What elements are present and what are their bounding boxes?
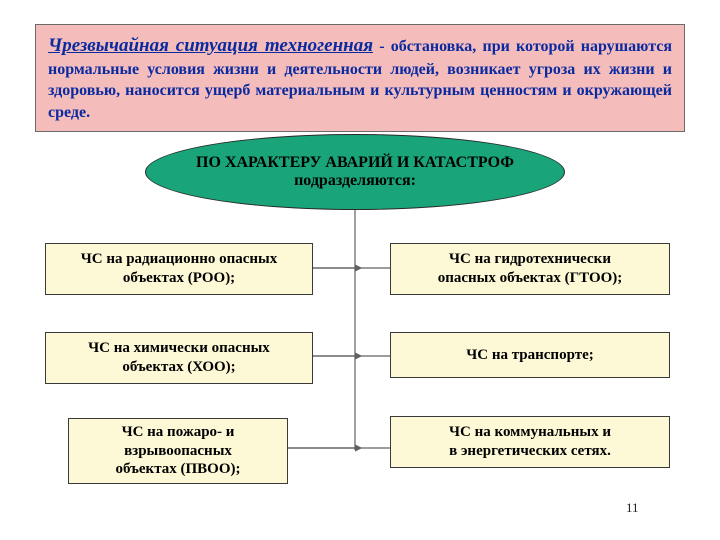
category-box-gtoo: ЧС на гидротехническиопасных объектах (Г… [390,243,670,295]
classification-ellipse: ПО ХАРАКТЕРУ АВАРИЙ И КАТАСТРОФ подразде… [145,134,565,210]
ellipse-line2: подразделяются: [294,172,416,190]
category-line: объектах (ХОО); [122,358,235,377]
category-box-komm: ЧС на коммунальных ив энергетических сет… [390,416,670,468]
category-line: опасных объектах (ГТОО); [438,269,623,288]
category-line: в энергетических сетях. [449,442,611,461]
definition-title: Чрезвычайная ситуация техногенная [48,35,373,56]
category-line: ЧС на пожаро- и [122,423,235,442]
page-number: 11 [626,500,639,516]
category-box-xoo: ЧС на химически опасныхобъектах (ХОО); [45,332,313,384]
category-line: объектах (ПВОО); [116,460,241,479]
category-line: объектах (РОО); [123,269,235,288]
category-line: ЧС на коммунальных и [449,423,611,442]
category-line: ЧС на химически опасных [88,339,270,358]
category-line: взрывоопасных [124,442,232,461]
category-box-trans: ЧС на транспорте; [390,332,670,378]
category-line: ЧС на радиационно опасных [81,250,278,269]
definition-box: Чрезвычайная ситуация техногенная - обст… [35,24,685,132]
category-box-pvoo: ЧС на пожаро- ивзрывоопасныхобъектах (ПВ… [68,418,288,484]
ellipse-line1: ПО ХАРАКТЕРУ АВАРИЙ И КАТАСТРОФ [196,154,514,172]
category-box-roo: ЧС на радиационно опасныхобъектах (РОО); [45,243,313,295]
category-line: ЧС на транспорте; [466,346,594,365]
category-line: ЧС на гидротехнически [449,250,611,269]
